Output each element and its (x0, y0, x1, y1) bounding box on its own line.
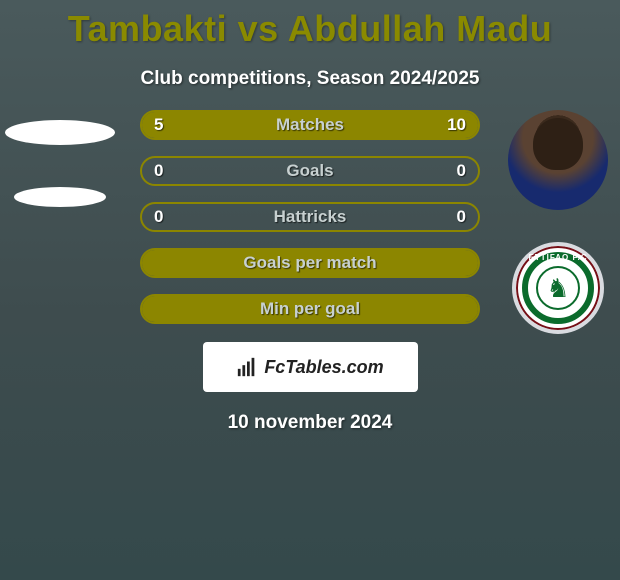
subtitle: Club competitions, Season 2024/2025 (0, 68, 620, 90)
stat-value-left: 0 (154, 207, 163, 227)
stats-rows: 5 10 Matches 0 0 Goals 0 0 Hattricks Goals per ma… (140, 110, 480, 324)
stat-value-right: 10 (447, 115, 466, 135)
page-title: Tambakti vs Abdullah Madu (0, 0, 620, 50)
stat-label: Goals per match (243, 253, 376, 273)
content-area: ETTIFAQ F.C ♞ 5 10 Matches 0 0 Goals 0 0 Hattric… (0, 110, 620, 434)
stat-value-left: 5 (154, 115, 163, 135)
stat-row: Min per goal (140, 294, 480, 324)
bar-chart-icon (236, 356, 258, 378)
brand-text: FcTables.com (264, 357, 383, 378)
stat-label: Min per goal (260, 299, 360, 319)
stat-label: Hattricks (274, 207, 347, 227)
stat-label: Goals (286, 161, 333, 181)
stat-label: Matches (276, 115, 344, 135)
player2-club-badge: ETTIFAQ F.C ♞ (512, 242, 604, 334)
stat-row: 0 0 Hattricks (140, 202, 480, 232)
date-line: 10 november 2024 (0, 412, 620, 434)
left-player-column (0, 110, 120, 207)
player1-avatar-placeholder (5, 120, 115, 145)
player1-club-placeholder (14, 187, 106, 207)
stat-row: 0 0 Goals (140, 156, 480, 186)
stat-row: 5 10 Matches (140, 110, 480, 140)
stat-value-right: 0 (457, 161, 466, 181)
player2-avatar (508, 110, 608, 210)
right-player-column: ETTIFAQ F.C ♞ (498, 110, 618, 334)
horse-icon: ♞ (536, 266, 580, 310)
club-badge-text: ETTIFAQ F.C (516, 253, 600, 262)
stat-value-left: 0 (154, 161, 163, 181)
stat-row: Goals per match (140, 248, 480, 278)
stat-value-right: 0 (457, 207, 466, 227)
comparison-card: Tambakti vs Abdullah Madu Club competiti… (0, 0, 620, 580)
brand-pill[interactable]: FcTables.com (203, 342, 418, 392)
